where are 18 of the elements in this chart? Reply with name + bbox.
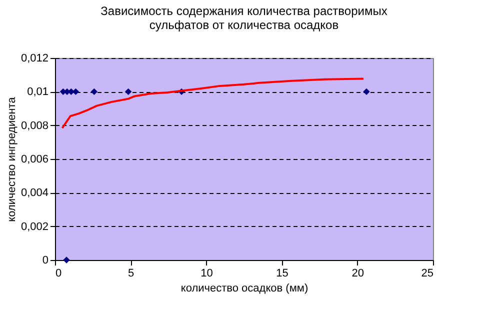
y-tick-label: 0,01: [27, 86, 48, 98]
y-tick-label: 0,008: [20, 120, 48, 132]
x-tick-label: 15: [276, 268, 288, 280]
y-tick-label: 0,004: [20, 187, 48, 200]
text: сульфатов от количества осадков: [149, 18, 339, 32]
x-tick-label: 0: [56, 268, 62, 280]
y-tick-label: 0,006: [20, 154, 48, 166]
y-tick-label: 0,002: [20, 220, 48, 233]
y-tick-label: 0: [42, 254, 48, 266]
text: Зависимость содержания количества растворимых: [100, 4, 388, 18]
x-tick-label: 5: [128, 268, 134, 280]
y-tick-label: 0,012: [20, 52, 48, 64]
x-tick-label: 20: [352, 268, 364, 280]
line-series: [61, 78, 364, 130]
y-axis-title: количество ингредиента: [6, 96, 18, 222]
x-tick-label: 10: [200, 268, 213, 280]
x-axis-title: количество осадков (мм): [180, 282, 308, 294]
x-tick-label: 25: [421, 268, 434, 280]
